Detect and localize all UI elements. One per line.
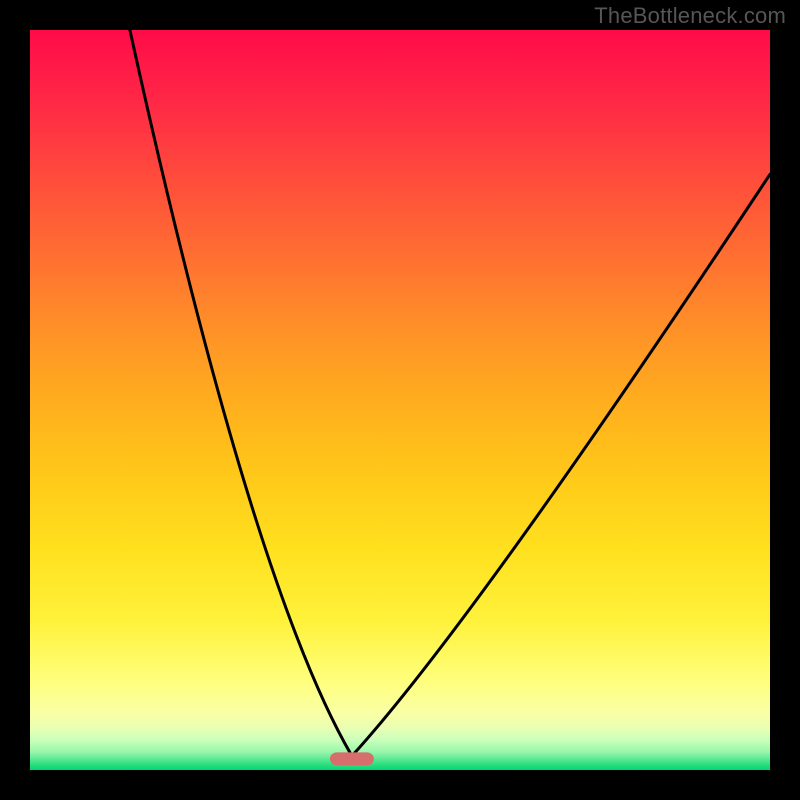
valley-marker <box>330 752 374 765</box>
chart-container: TheBottleneck.com <box>0 0 800 800</box>
plot-background <box>30 30 770 770</box>
bottleneck-chart <box>30 30 770 770</box>
watermark-text: TheBottleneck.com <box>594 3 786 29</box>
